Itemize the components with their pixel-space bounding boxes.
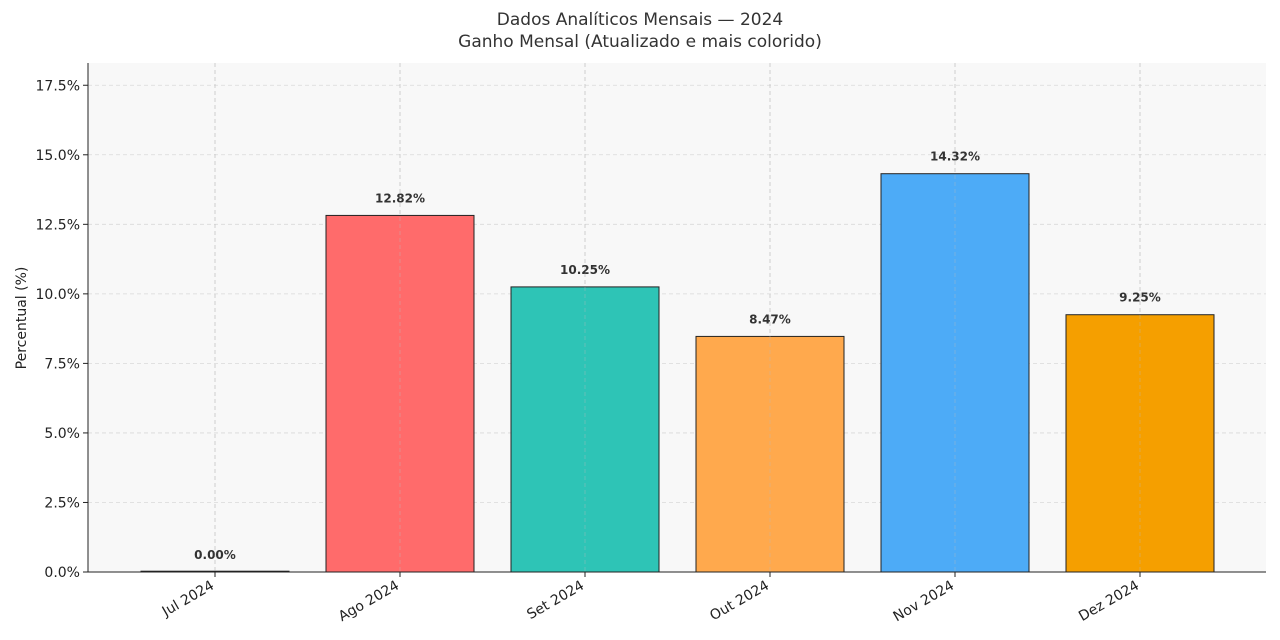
x-tick-label: Dez 2024 xyxy=(1076,578,1142,625)
y-tick-label: 10.0% xyxy=(36,287,80,303)
y-tick-label: 5.0% xyxy=(44,426,80,442)
x-tick-label: Jul 2024 xyxy=(159,578,217,621)
x-tick-label: Out 2024 xyxy=(707,578,772,625)
x-tick-label: Ago 2024 xyxy=(336,578,402,625)
y-tick-label: 15.0% xyxy=(36,148,80,164)
x-tick-label: Set 2024 xyxy=(524,578,587,623)
chart-subtitle: Ganho Mensal (Atualizado e mais colorido… xyxy=(458,32,822,52)
y-tick-label: 7.5% xyxy=(44,356,80,372)
bar-value-label: 8.47% xyxy=(749,312,791,326)
x-tick-label: Nov 2024 xyxy=(891,578,957,626)
y-tick-label: 17.5% xyxy=(36,78,80,94)
y-tick-label: 2.5% xyxy=(44,495,80,511)
y-tick-label: 12.5% xyxy=(36,217,80,233)
chart-title: Dados Analíticos Mensais — 2024 xyxy=(496,10,784,30)
y-axis-label: Percentual (%) xyxy=(14,267,30,370)
y-tick-label: 0.0% xyxy=(44,565,80,581)
